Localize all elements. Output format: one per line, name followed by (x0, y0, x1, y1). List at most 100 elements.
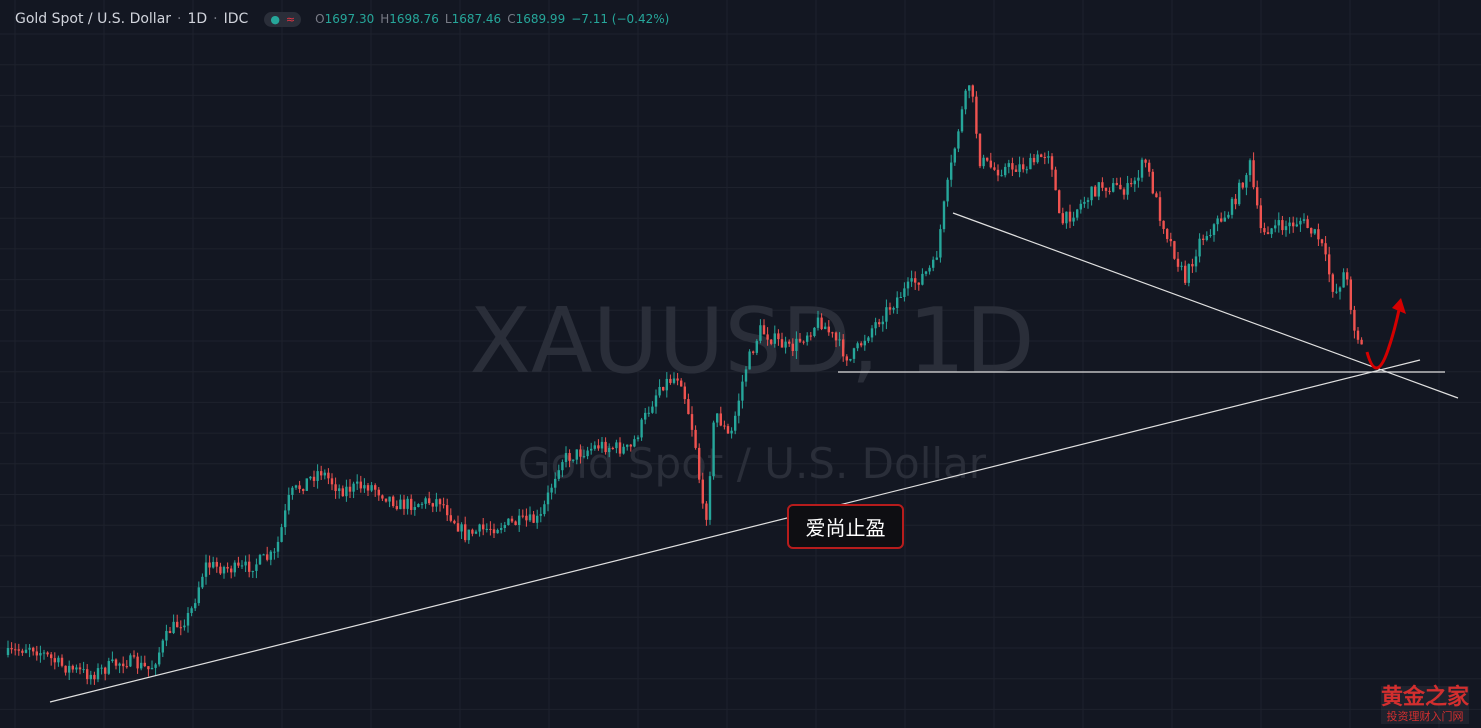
candle-body (323, 472, 326, 476)
candle-body (996, 169, 1000, 176)
candle-body (968, 85, 971, 91)
candle-body (273, 551, 276, 553)
candle-body (183, 625, 186, 628)
candle-body (417, 504, 420, 508)
candle-body (654, 395, 658, 407)
arrow-head (1392, 298, 1406, 314)
candle-body (971, 85, 974, 97)
candle-body (453, 520, 456, 524)
interval[interactable]: 1D (187, 11, 208, 27)
candle-body (302, 489, 305, 491)
candle-body (71, 665, 74, 670)
candle-body (1072, 217, 1075, 222)
candle-body (921, 273, 924, 285)
candle-body (629, 444, 632, 447)
candle-body (554, 478, 557, 488)
candle-body (1068, 211, 1072, 222)
candle-body (1148, 162, 1151, 172)
candle-body (539, 514, 542, 516)
candle-body (438, 499, 442, 505)
candle-body (741, 381, 744, 401)
candle-body (42, 652, 46, 654)
candle-body (93, 674, 96, 680)
candle-body (1086, 200, 1090, 202)
candle-body (618, 442, 622, 454)
candle-body (813, 327, 816, 336)
candle-body (464, 524, 467, 541)
candle-body (982, 157, 985, 167)
ohlc: O1697.30 H1698.76 L1687.46 C1689.99 −7.11 (−… (315, 12, 669, 26)
candle-body (712, 422, 715, 477)
candle-body (1342, 272, 1345, 288)
candle-body (582, 456, 586, 458)
candle-body (158, 652, 161, 665)
candle-body (816, 317, 820, 328)
candle-body (586, 450, 589, 457)
logo-subtitle: 投资理财入门网 (1386, 710, 1464, 723)
candle-body (456, 523, 460, 532)
candle-body (111, 659, 114, 662)
status-pill[interactable]: ● ≈ (264, 11, 302, 27)
candle-body (600, 441, 604, 449)
candle-body (993, 167, 996, 170)
candle-body (395, 506, 398, 510)
candle-body (518, 515, 521, 526)
candle-body (960, 109, 964, 132)
candle-body (1216, 218, 1219, 225)
candle-body (1112, 183, 1115, 192)
candle-body (276, 541, 280, 552)
candle-body (1270, 228, 1273, 235)
candle-body (896, 297, 899, 308)
symbol[interactable]: Gold Spot / U.S. Dollar (15, 11, 172, 27)
candle-body (356, 481, 359, 484)
candle-body (1090, 186, 1093, 201)
candle-body (377, 489, 380, 496)
candle-body (572, 459, 575, 461)
candle-body (788, 341, 791, 344)
candle-body (521, 515, 524, 517)
candle-body (316, 471, 319, 481)
candle-body (845, 356, 848, 361)
candle-body (510, 518, 514, 522)
candle-body (251, 570, 254, 572)
candle-body (842, 339, 845, 357)
candle-body (575, 449, 578, 460)
candle-body (298, 485, 301, 490)
candle-body (1079, 203, 1082, 210)
candle-body (543, 504, 546, 515)
candle-body (341, 488, 344, 497)
candle-body (986, 157, 989, 161)
candle-body (1184, 265, 1187, 283)
candle-body (320, 471, 323, 476)
candle-body (698, 447, 701, 480)
candle-body (32, 647, 35, 652)
ohlc-label: C (507, 12, 516, 26)
candle-body (957, 131, 960, 149)
ohlc-item: O1697.30 (315, 12, 374, 26)
candle-body (950, 162, 953, 180)
candle-body (1061, 213, 1064, 224)
candle-body (1360, 339, 1363, 345)
candle-body (557, 470, 560, 479)
candle-body (1346, 272, 1349, 280)
candle-body (374, 485, 377, 490)
candle-body (726, 426, 730, 434)
candle-body (14, 649, 17, 651)
candle-body (1050, 156, 1054, 170)
candle-body (550, 487, 553, 493)
candle-body (1245, 175, 1248, 188)
candle-body (1331, 274, 1334, 292)
candle-body (442, 504, 445, 506)
candle-body (78, 667, 82, 670)
candle-body (546, 492, 550, 505)
candle-body (687, 399, 690, 415)
candle-body (1126, 183, 1129, 195)
ohlc-item: C1689.99 (507, 12, 565, 26)
candle-body (478, 524, 481, 532)
candle-body (1022, 164, 1025, 170)
candle-body (334, 484, 337, 491)
candle-body (759, 325, 762, 341)
trend-line (49, 359, 1421, 703)
candle-body (932, 259, 935, 268)
candle-body (381, 495, 384, 499)
